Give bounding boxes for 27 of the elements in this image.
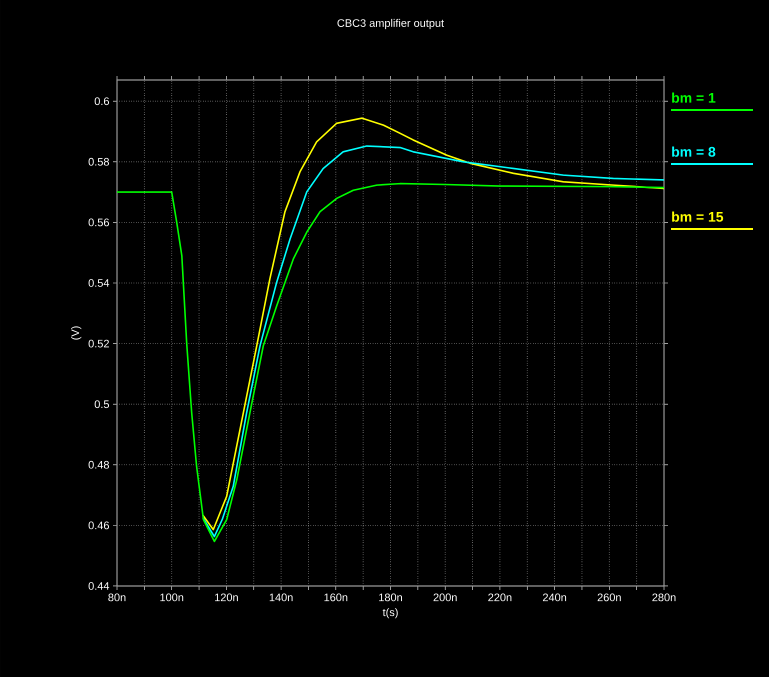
x-axis-title: t(s) (382, 608, 398, 618)
line-series (117, 182, 664, 542)
x-tick-label: 100n (160, 594, 184, 602)
x-tick-label: 260n (598, 594, 621, 602)
series-label: bm = 8 (672, 146, 716, 157)
x-tick-label: 120n (215, 594, 238, 602)
y-tick-label: 0.52 (88, 340, 109, 348)
x-tick-label: 220n (488, 594, 512, 602)
x-tick-label: 180n (379, 594, 402, 602)
text: bm = 1 (672, 92, 716, 103)
y-tick-label: 0.48 (88, 460, 109, 469)
series-label: bm = 15 (672, 212, 724, 222)
x-tick-label: 240n (542, 594, 566, 602)
y-tick-label: 0.54 (88, 279, 110, 287)
x-tick-label: 80n (108, 594, 126, 602)
y-tick-label: 0.5 (94, 400, 110, 408)
y-tick-label: 0.46 (88, 522, 109, 530)
chart-title: CBC3 amplifier output (337, 18, 444, 30)
y-tick-label: 0.6 (94, 97, 109, 106)
x-tick-label: 280n (652, 594, 676, 602)
y-tick-label: 0.44 (88, 582, 110, 590)
x-tick-label: 200n (434, 594, 457, 602)
y-axis-title: (V) (71, 326, 82, 340)
y-tick-label: 0.56 (88, 218, 109, 226)
y-tick-label: 0.58 (88, 158, 109, 166)
x-tick-label: 140n (270, 594, 293, 602)
x-tick-label: 160n (324, 594, 348, 602)
